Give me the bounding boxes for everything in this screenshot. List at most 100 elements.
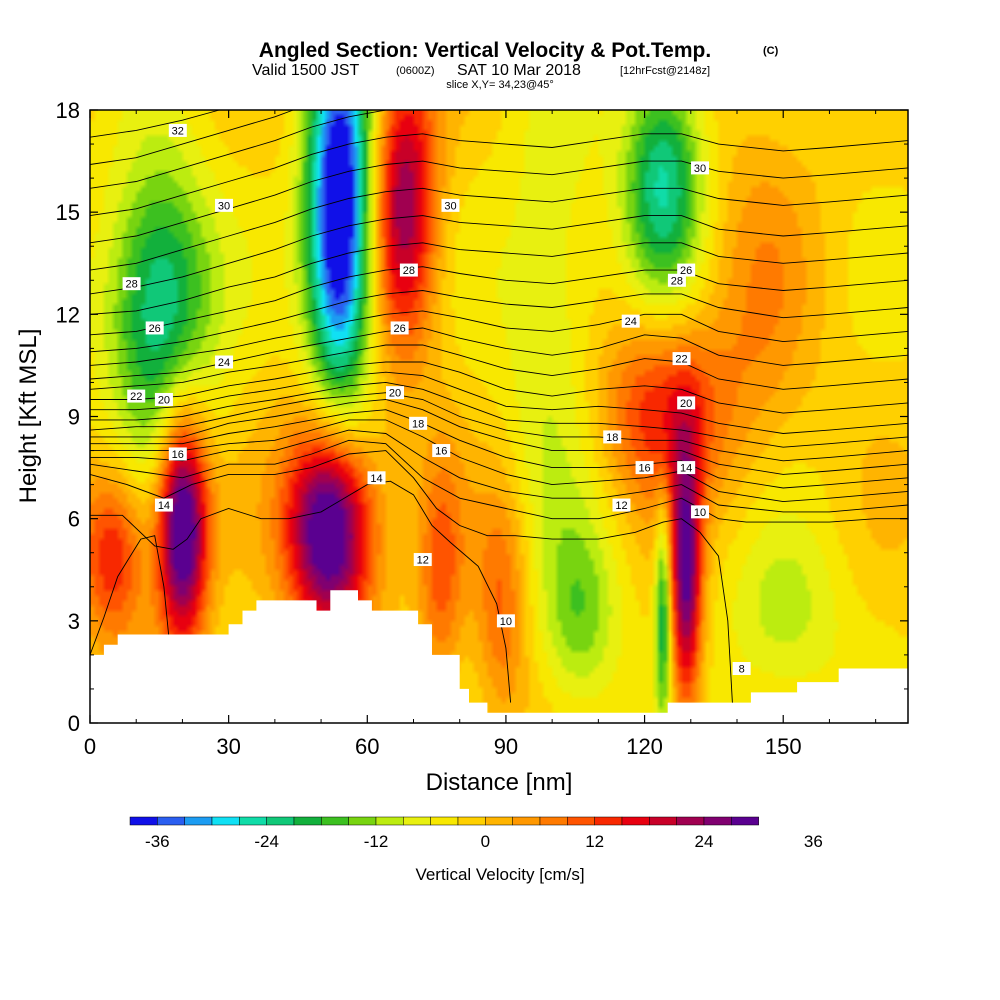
isentrope-label: 14 <box>677 461 696 475</box>
colorbar-swatch <box>512 816 541 826</box>
isentrope-label-text: 20 <box>389 388 401 400</box>
isentrope-label-text: 18 <box>412 418 424 430</box>
colorbar-swatch <box>266 816 295 826</box>
isentrope-line <box>89 450 733 703</box>
y-axis: 0 3 6 9 12 15 18 <box>56 98 908 736</box>
colorbar: -36 -24 -12 0 12 24 36 <box>129 816 823 851</box>
isentrope-line <box>89 215 909 295</box>
isentrope-label: 28 <box>122 277 141 291</box>
colorbar-swatch <box>731 816 759 826</box>
isentrope-label-bg <box>386 386 405 400</box>
isentrope-line <box>89 392 909 462</box>
isentrope-label: 10 <box>691 505 710 519</box>
isentrope-label: 20 <box>154 392 173 406</box>
x-axis: 0 30 60 90 120 150 <box>84 110 877 759</box>
isentrope-label: 20 <box>386 386 405 400</box>
isentrope-label: 28 <box>399 263 418 277</box>
colorbar-swatch <box>375 816 404 826</box>
isentrope-label-text: 30 <box>218 200 230 212</box>
subtitle-valid: Valid 1500 JST <box>252 62 360 79</box>
colorbar-tick-label: 24 <box>695 832 714 851</box>
isentrope-label: 16 <box>432 444 451 458</box>
isentrope-label-text: 16 <box>435 446 447 458</box>
colorbar-swatch <box>184 816 213 826</box>
colorbar-swatch <box>321 816 349 826</box>
y-tick-label: 0 <box>68 711 80 736</box>
isentrope-label-text: 26 <box>680 265 692 277</box>
isentrope-label: 14 <box>154 498 173 512</box>
colorbar-swatch <box>430 816 459 826</box>
isentrope-label-bg <box>168 447 187 461</box>
isentrope-label-bg <box>691 161 710 175</box>
chart-title-unit: (C) <box>763 45 779 57</box>
isentrope-label-text: 28 <box>125 279 137 291</box>
isentrope-line <box>89 344 909 390</box>
isentrope-label-bg <box>215 198 234 212</box>
isentrope-label-text: 10 <box>694 507 706 519</box>
isentrope-label: 32 <box>168 123 187 137</box>
isentrope-label: 18 <box>603 430 622 444</box>
isentrope-line <box>89 109 294 165</box>
x-tick-label: 30 <box>216 734 240 759</box>
isentrope-label: 8 <box>732 662 751 676</box>
isentrope-label: 16 <box>168 447 187 461</box>
isentrope-label-bg <box>168 123 187 137</box>
isentrope-label-bg <box>635 461 654 475</box>
colorbar-tick-label: -12 <box>364 832 389 851</box>
isentrope-label-text: 20 <box>158 394 170 406</box>
isentrope-line <box>90 419 909 503</box>
isentrope-label-text: 18 <box>606 432 618 444</box>
terrain <box>90 590 908 723</box>
subtitle-forecast: [12hrFcst@2148z] <box>620 65 710 77</box>
isentrope-line <box>89 242 909 315</box>
colorbar-tick-label: -36 <box>145 832 170 851</box>
colorbar-swatch <box>129 816 158 826</box>
isentrope-label-bg <box>672 352 691 366</box>
isentrope-label-bg <box>215 355 234 369</box>
isentrope-label: 30 <box>215 198 234 212</box>
isentrope-label-text: 28 <box>671 275 683 287</box>
colorbar-swatch <box>239 816 267 826</box>
isentrope-label-text: 32 <box>172 125 184 137</box>
colorbar-swatch <box>703 816 732 826</box>
isentrope-label-bg <box>691 505 710 519</box>
isentrope-label-bg <box>677 396 696 410</box>
isentrope-label-text: 14 <box>680 463 692 475</box>
y-tick-label: 12 <box>56 302 80 327</box>
colorbar-swatch <box>621 816 650 826</box>
isentrope-label: 24 <box>215 355 234 369</box>
isentrope-label: 10 <box>496 614 515 628</box>
isentrope-label-bg <box>390 321 409 335</box>
isentrope-label: 26 <box>390 321 409 335</box>
isentrope-line <box>90 399 909 475</box>
isentrope-label-bg <box>127 389 146 403</box>
isentrope-label: 14 <box>367 471 386 485</box>
colorbar-swatch <box>649 816 677 826</box>
colorbar-title: Vertical Velocity [cm/s] <box>415 865 584 884</box>
isentrope-label: 22 <box>127 389 146 403</box>
isentrope-line <box>90 361 909 414</box>
colorbar-tick-label: -24 <box>254 832 279 851</box>
isentrope-label-bg <box>677 461 696 475</box>
isentrope-label-bg <box>496 614 515 628</box>
isentrope-label: 30 <box>691 161 710 175</box>
isentrope-line <box>89 535 170 656</box>
isentrope-label-text: 8 <box>739 664 745 676</box>
isentrope-label-text: 28 <box>403 265 415 277</box>
colorbar-swatch <box>211 816 240 826</box>
y-tick-label: 3 <box>68 609 80 634</box>
isentrope-label-bg <box>441 198 460 212</box>
x-axis-title: Distance [nm] <box>426 769 573 796</box>
isentrope-label: 22 <box>672 352 691 366</box>
colorbar-swatch <box>403 816 431 826</box>
isentrope-label-text: 16 <box>172 449 184 461</box>
isentrope-label-bg <box>145 321 164 335</box>
colorbar-swatch <box>485 816 513 826</box>
isentrope-line <box>90 429 909 513</box>
isentrope-label: 26 <box>677 263 696 277</box>
isentrope-line <box>90 381 909 448</box>
isentrope-label-text: 14 <box>158 500 170 512</box>
